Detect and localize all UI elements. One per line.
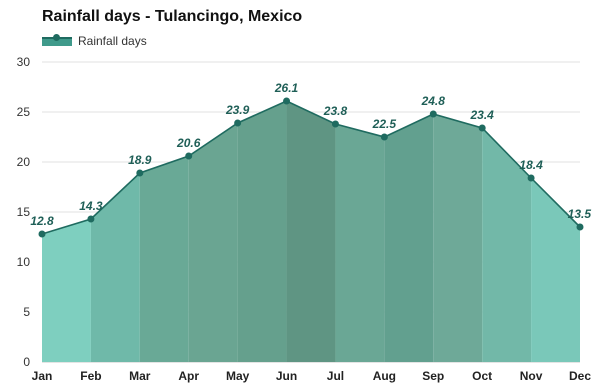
data-label: 14.3	[79, 199, 103, 213]
data-label: 23.4	[470, 108, 495, 122]
data-label: 20.6	[176, 136, 201, 150]
data-point	[87, 215, 95, 223]
data-label: 22.5	[372, 117, 397, 131]
y-tick-label: 0	[23, 355, 30, 369]
series-line	[41, 100, 581, 235]
y-tick-label: 25	[17, 105, 31, 119]
area-bands	[42, 101, 580, 362]
y-tick-label: 20	[17, 155, 31, 169]
data-point	[380, 133, 388, 141]
x-tick-label: Jan	[32, 369, 53, 383]
data-point	[234, 119, 242, 127]
area-band	[90, 173, 140, 362]
x-tick-label: Mar	[129, 369, 151, 383]
x-axis: Jan Feb Mar Apr May Jun Jul Aug Sep Oct Nov Dec	[32, 369, 592, 383]
y-axis: 0 5 10 15 20 25 30	[17, 55, 31, 369]
x-tick-label: Dec	[569, 369, 591, 383]
x-tick-label: May	[226, 369, 250, 383]
data-label: 13.5	[568, 207, 592, 221]
legend-swatch-icon	[42, 34, 72, 46]
x-tick-label: Jul	[327, 369, 344, 383]
area-band	[188, 123, 238, 362]
data-point	[527, 174, 535, 182]
area-band	[531, 178, 580, 362]
area-band	[482, 128, 532, 362]
data-points	[38, 97, 584, 238]
data-point	[576, 223, 584, 231]
data-point	[38, 230, 46, 238]
x-tick-label: Aug	[373, 369, 396, 383]
area-band	[433, 114, 483, 362]
x-tick-label: Nov	[520, 369, 543, 383]
y-tick-label: 10	[17, 255, 31, 269]
data-labels: 12.8 14.3 18.9 20.6 23.9 26.1 23.8 22.5 24.8 23.4…	[30, 81, 591, 228]
area-band	[42, 219, 91, 362]
chart-title: Rainfall days - Tulancingo, Mexico	[42, 8, 303, 25]
legend-label: Rainfall days	[78, 34, 147, 48]
data-label: 23.9	[225, 103, 250, 117]
data-point	[283, 97, 291, 105]
y-tick-label: 15	[17, 205, 31, 219]
area-band	[237, 101, 287, 362]
x-tick-label: Feb	[80, 369, 101, 383]
data-label: 24.8	[421, 94, 446, 108]
data-label: 18.4	[519, 158, 543, 172]
legend: Rainfall days	[42, 34, 147, 48]
data-label: 18.9	[128, 153, 152, 167]
x-tick-label: Oct	[472, 369, 492, 383]
data-label: 26.1	[274, 81, 299, 95]
x-tick-label: Jun	[276, 369, 297, 383]
data-label: 23.8	[323, 104, 348, 118]
area-band	[384, 114, 434, 362]
x-tick-label: Apr	[178, 369, 199, 383]
y-tick-label: 5	[23, 305, 30, 319]
data-point	[185, 152, 193, 160]
data-label: 12.8	[30, 214, 54, 228]
y-tick-label: 30	[17, 55, 31, 69]
area-band	[139, 156, 189, 362]
data-point	[478, 124, 486, 132]
data-point	[429, 110, 437, 118]
x-tick-label: Sep	[422, 369, 444, 383]
data-point	[136, 169, 144, 177]
area-band	[335, 124, 385, 362]
data-point	[331, 120, 339, 128]
area-band	[286, 101, 336, 362]
